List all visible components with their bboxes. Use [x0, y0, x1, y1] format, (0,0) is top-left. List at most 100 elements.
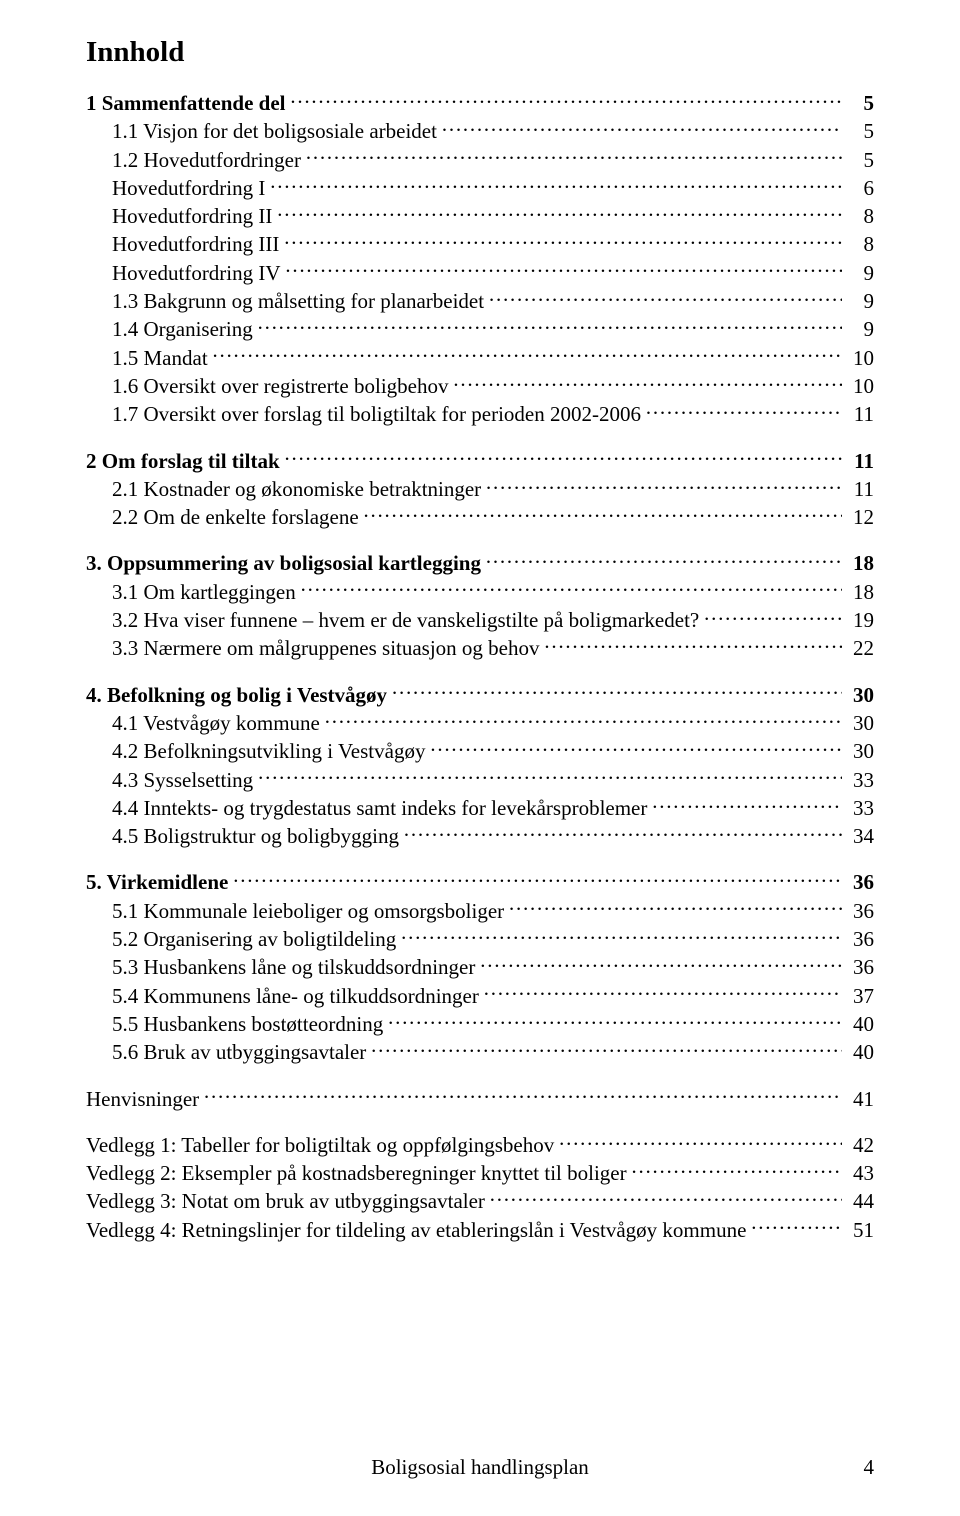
- leader-dots: [269, 174, 842, 195]
- toc-line: 5. Virkemidlene36: [86, 868, 874, 896]
- toc-line: Hovedutfordring II 8: [86, 202, 874, 230]
- toc-line: 1.6 Oversikt over registrerte boligbehov…: [86, 372, 874, 400]
- leader-dots: [289, 89, 842, 110]
- leader-dots: [391, 681, 842, 702]
- toc-page-number: 22: [846, 635, 874, 662]
- toc-page-number: 36: [846, 898, 874, 925]
- leader-dots: [485, 475, 842, 496]
- toc-page-number: 19: [846, 607, 874, 634]
- leader-dots: [284, 447, 842, 468]
- toc-section: 5. Virkemidlene365.1 Kommunale leiebolig…: [86, 868, 874, 1066]
- toc-section: Vedlegg 1: Tabeller for boligtiltak og o…: [86, 1131, 874, 1244]
- toc-page-number: 10: [846, 345, 874, 372]
- leader-dots: [400, 925, 842, 946]
- leader-dots: [212, 344, 842, 365]
- toc-page-number: 5: [846, 118, 874, 145]
- toc-label: 5.5 Husbankens bostøtteordning: [86, 1011, 383, 1038]
- toc-line: 1.5 Mandat10: [86, 344, 874, 372]
- toc-page-number: 9: [846, 316, 874, 343]
- toc-label: 5.1 Kommunale leieboliger og omsorgsboli…: [86, 898, 504, 925]
- toc-label: 5.6 Bruk av utbyggingsavtaler: [86, 1039, 366, 1066]
- toc-label: 2.2 Om de enkelte forslagene: [86, 504, 359, 531]
- toc-page-number: 30: [846, 682, 874, 709]
- toc-label: 4.2 Befolkningsutvikling i Vestvågøy: [86, 738, 425, 765]
- toc-page-number: 33: [846, 767, 874, 794]
- document-page: Innhold 1 Sammenfattende del51.1 Visjon …: [0, 0, 960, 1516]
- toc-line: 4. Befolkning og bolig i Vestvågøy 30: [86, 681, 874, 709]
- toc-page-number: 37: [846, 983, 874, 1010]
- page-number: 4: [864, 1455, 875, 1480]
- leader-dots: [370, 1038, 842, 1059]
- leader-dots: [483, 982, 842, 1003]
- toc-label: 5. Virkemidlene: [86, 869, 228, 896]
- toc-page-number: 33: [846, 795, 874, 822]
- toc-line: Hovedutfordring III8: [86, 230, 874, 258]
- toc-line: 5.1 Kommunale leieboliger og omsorgsboli…: [86, 897, 874, 925]
- toc-line: 4.4 Inntekts- og trygdestatus samt indek…: [86, 794, 874, 822]
- leader-dots: [429, 737, 842, 758]
- toc-line: 1.1 Visjon for det boligsosiale arbeidet…: [86, 117, 874, 145]
- leader-dots: [485, 549, 842, 570]
- toc-page-number: 5: [846, 90, 874, 117]
- leader-dots: [703, 606, 842, 627]
- leader-dots: [558, 1131, 842, 1152]
- toc-section: 1 Sammenfattende del51.1 Visjon for det …: [86, 89, 874, 429]
- toc-label: 3.1 Om kartleggingen: [86, 579, 296, 606]
- footer-text: Boligsosial handlingsplan: [0, 1455, 960, 1480]
- toc-line: Vedlegg 2: Eksempler på kostnadsberegnin…: [86, 1159, 874, 1187]
- toc-page-number: 9: [846, 260, 874, 287]
- toc-label: 3.2 Hva viser funnene – hvem er de vansk…: [86, 607, 699, 634]
- toc-label: 3. Oppsummering av boligsosial kartleggi…: [86, 550, 481, 577]
- toc-line: Henvisninger41: [86, 1085, 874, 1113]
- toc-label: Vedlegg 1: Tabeller for boligtiltak og o…: [86, 1132, 554, 1159]
- toc-line: 4.2 Befolkningsutvikling i Vestvågøy30: [86, 737, 874, 765]
- toc-page-number: 40: [846, 1039, 874, 1066]
- toc-line: Vedlegg 1: Tabeller for boligtiltak og o…: [86, 1131, 874, 1159]
- toc-page-number: 11: [846, 401, 874, 428]
- toc-line: Vedlegg 3: Notat om bruk av utbyggingsav…: [86, 1187, 874, 1215]
- leader-dots: [203, 1085, 842, 1106]
- toc-page-number: 11: [846, 476, 874, 503]
- toc-label: 2.1 Kostnader og økonomiske betraktninge…: [86, 476, 481, 503]
- leader-dots: [508, 897, 842, 918]
- toc-label: 1.4 Organisering: [86, 316, 253, 343]
- leader-dots: [544, 634, 842, 655]
- toc-page-number: 34: [846, 823, 874, 850]
- toc-line: 4.5 Boligstruktur og boligbygging 34: [86, 822, 874, 850]
- toc-section: 3. Oppsummering av boligsosial kartleggi…: [86, 549, 874, 662]
- toc-line: 3.3 Nærmere om målgruppenes situasjon og…: [86, 634, 874, 662]
- toc-page-number: 41: [846, 1086, 874, 1113]
- toc-label: Vedlegg 3: Notat om bruk av utbyggingsav…: [86, 1188, 485, 1215]
- toc-label: 4.4 Inntekts- og trygdestatus samt indek…: [86, 795, 647, 822]
- toc-page-number: 8: [846, 231, 874, 258]
- leader-dots: [324, 709, 842, 730]
- toc-line: 3.1 Om kartleggingen 18: [86, 578, 874, 606]
- leader-dots: [257, 766, 842, 787]
- toc-page-number: 18: [846, 550, 874, 577]
- toc-page-number: 8: [846, 203, 874, 230]
- toc-label: Vedlegg 4: Retningslinjer for tildeling …: [86, 1217, 746, 1244]
- toc-label: 1.1 Visjon for det boligsosiale arbeidet: [86, 118, 437, 145]
- toc-line: 4.1 Vestvågøy kommune30: [86, 709, 874, 737]
- toc-page-number: 11: [846, 448, 874, 475]
- toc-label: 1.7 Oversikt over forslag til boligtilta…: [86, 401, 641, 428]
- leader-dots: [283, 230, 842, 251]
- toc-label: Hovedutfordring II: [86, 203, 272, 230]
- toc-page-number: 18: [846, 579, 874, 606]
- toc-page-number: 44: [846, 1188, 874, 1215]
- toc-label: 4.1 Vestvågøy kommune: [86, 710, 320, 737]
- toc-section: Henvisninger41: [86, 1085, 874, 1113]
- toc-label: Hovedutfordring IV: [86, 260, 281, 287]
- toc-page-number: 36: [846, 926, 874, 953]
- toc-label: 4.5 Boligstruktur og boligbygging: [86, 823, 399, 850]
- toc-label: 4. Befolkning og bolig i Vestvågøy: [86, 682, 387, 709]
- leader-dots: [363, 503, 842, 524]
- toc-label: 5.2 Organisering av boligtildeling: [86, 926, 396, 953]
- toc-page-number: 51: [846, 1217, 874, 1244]
- toc-label: 5.3 Husbankens låne og tilskuddsordninge…: [86, 954, 475, 981]
- toc-line: 5.3 Husbankens låne og tilskuddsordninge…: [86, 953, 874, 981]
- leader-dots: [651, 794, 842, 815]
- leader-dots: [403, 822, 842, 843]
- toc-section: 2 Om forslag til tiltak112.1 Kostnader o…: [86, 447, 874, 532]
- toc-label: Vedlegg 2: Eksempler på kostnadsberegnin…: [86, 1160, 627, 1187]
